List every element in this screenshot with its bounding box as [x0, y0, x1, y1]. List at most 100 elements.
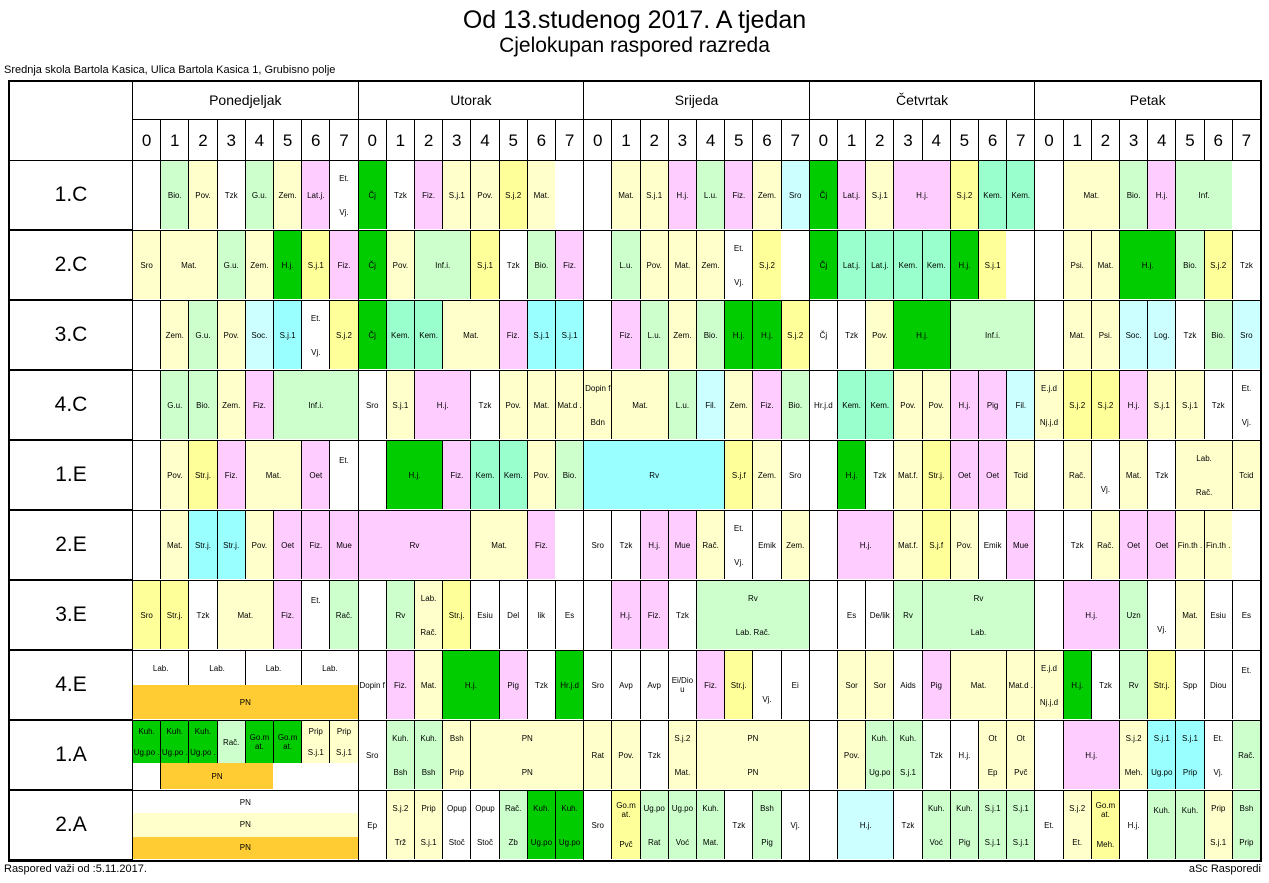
- lesson-cell: Rač.: [1062, 441, 1091, 509]
- lesson-subject: S.j.1: [476, 260, 493, 270]
- lesson-subject: Zem.: [673, 330, 692, 340]
- lesson-cell: Fin.th .: [1175, 511, 1204, 579]
- lesson-subject: Go.m at.: [616, 801, 636, 820]
- lesson-subject: Et.: [1241, 665, 1252, 675]
- lesson-cell: Fil.: [696, 371, 725, 439]
- lesson-cell: Rv Lab.: [921, 581, 1035, 649]
- period-number: 3: [893, 120, 921, 160]
- lesson-subject-alt: S.j.1: [899, 767, 916, 777]
- lesson-cell: De/lik: [865, 581, 894, 649]
- lesson-cell: Kem.: [470, 441, 499, 509]
- lesson-cell: Bio.: [555, 441, 584, 509]
- lesson-subject-alt: Ug.po .: [190, 748, 216, 758]
- lesson-subject: Mue: [336, 540, 352, 550]
- lesson-cell: Čj: [357, 301, 386, 369]
- lesson-subject: Čj: [819, 260, 828, 270]
- lesson-subject: Aids: [900, 680, 916, 690]
- lesson-cell: S.j.1: [385, 371, 414, 439]
- lesson-subject: Et.: [1044, 820, 1054, 830]
- lesson-subject: Et.: [733, 523, 744, 533]
- lesson-subject: H.j.: [1085, 750, 1098, 760]
- lesson-cell: Pov.: [921, 371, 950, 439]
- lesson-cell: H.j.: [273, 231, 302, 299]
- lesson-cell: Hr.j.d: [808, 371, 837, 439]
- lesson-subject: Čj: [368, 190, 376, 200]
- lesson-cell: Mat.: [1119, 441, 1148, 509]
- row-divider: [10, 860, 1260, 861]
- lesson-cell: Mat.: [526, 161, 555, 229]
- lesson-subject: Mat.: [463, 330, 479, 340]
- lesson-subject: Kuh.: [138, 727, 155, 737]
- lesson-cell: Bsh Prip: [442, 721, 471, 789]
- lesson-cell: Str.j.: [216, 511, 245, 579]
- lesson-cell: Zem.: [216, 371, 245, 439]
- lesson-cell: Bio.: [188, 371, 217, 439]
- lesson-cell: S.j.f: [724, 441, 753, 509]
- lesson-cell: PN: [132, 813, 358, 837]
- lesson-subject: Fiz.: [252, 400, 266, 410]
- lesson-cell: Tzk: [837, 301, 866, 369]
- lesson-subject: Del: [507, 610, 520, 620]
- lesson-subject: Pov.: [646, 260, 662, 270]
- lesson-subject: Tzk: [1070, 540, 1084, 550]
- lesson-subject: Fin.th .: [1205, 540, 1231, 550]
- lesson-subject-alt: Nj.j.d: [1039, 697, 1059, 707]
- lesson-cell: H.j.: [611, 581, 640, 649]
- lesson-subject: Rač.: [1068, 470, 1086, 480]
- lesson-subject: Rač.: [335, 610, 353, 620]
- lesson-cell: Es: [837, 581, 866, 649]
- lesson-subject: Sro: [788, 470, 802, 480]
- lesson-subject: Kem.: [391, 330, 410, 340]
- lesson-cell: Kem.: [837, 371, 866, 439]
- lesson-subject: H.j.: [732, 330, 745, 340]
- lesson-cell: Inf.i.: [414, 231, 471, 299]
- lesson-cell: Kem.: [865, 371, 894, 439]
- lesson-cell: Pov.: [216, 301, 245, 369]
- period-number: 4: [921, 120, 950, 160]
- period-number: 0: [132, 120, 160, 160]
- lesson-subject-alt: Ug.po: [869, 767, 891, 777]
- lesson-subject: Bio.: [562, 470, 577, 480]
- lesson-subject: Uzn: [1126, 610, 1141, 620]
- lesson-subject: Tzk: [873, 470, 887, 480]
- lesson-cell: Pov.: [385, 231, 414, 299]
- lesson-cell: Sro: [583, 791, 612, 859]
- lesson-subject: Pov.: [251, 540, 268, 550]
- lesson-subject: H.j.: [859, 820, 872, 830]
- lesson-subject: Rv: [903, 610, 913, 620]
- lesson-cell: Uzn: [1119, 581, 1148, 649]
- period-number: 1: [385, 120, 414, 160]
- lesson-subject: Čj: [819, 190, 828, 200]
- lesson-subject-alt: Rat: [647, 837, 661, 847]
- row-divider: [10, 720, 1260, 721]
- lesson-subject: Prip: [421, 803, 436, 813]
- lesson-subject: Fiz.: [393, 680, 407, 690]
- lesson-subject: Hr.j.d: [814, 400, 833, 410]
- lesson-cell: H.j.: [1119, 371, 1148, 439]
- lesson-cell: Bio.: [780, 371, 809, 439]
- lesson-cell: Lat.j.: [837, 231, 866, 299]
- period-number: 1: [837, 120, 865, 160]
- lesson-subject: Et.: [733, 243, 744, 253]
- lesson-cell: Tzk: [667, 581, 696, 649]
- lesson-cell: S.j.2: [329, 301, 358, 369]
- lesson-subject-alt: Zb: [508, 837, 518, 847]
- lesson-cell: Del: [498, 581, 527, 649]
- lesson-subject: Sor: [845, 680, 858, 690]
- lesson-subject-alt: Voć: [929, 837, 943, 847]
- lesson-subject: PN: [239, 843, 251, 853]
- period-number: 0: [583, 120, 611, 160]
- lesson-cell: Pov.: [837, 721, 866, 789]
- lesson-subject: Pov.: [900, 400, 916, 410]
- row-divider: [10, 580, 1260, 581]
- row-divider: [10, 370, 1260, 371]
- lesson-cell: Pov.: [188, 161, 217, 229]
- lesson-subject: Kem.: [926, 260, 946, 270]
- lesson-subject: Rač.: [1097, 540, 1114, 550]
- lesson-subject-alt: Ug.po: [530, 837, 553, 847]
- lesson-subject-alt: Mat.: [702, 837, 719, 847]
- period-number: 1: [611, 120, 639, 160]
- lesson-cell: S.j.1: [865, 161, 894, 229]
- lesson-cell: Str.j.: [442, 581, 471, 649]
- lesson-subject: De/lik: [869, 610, 890, 620]
